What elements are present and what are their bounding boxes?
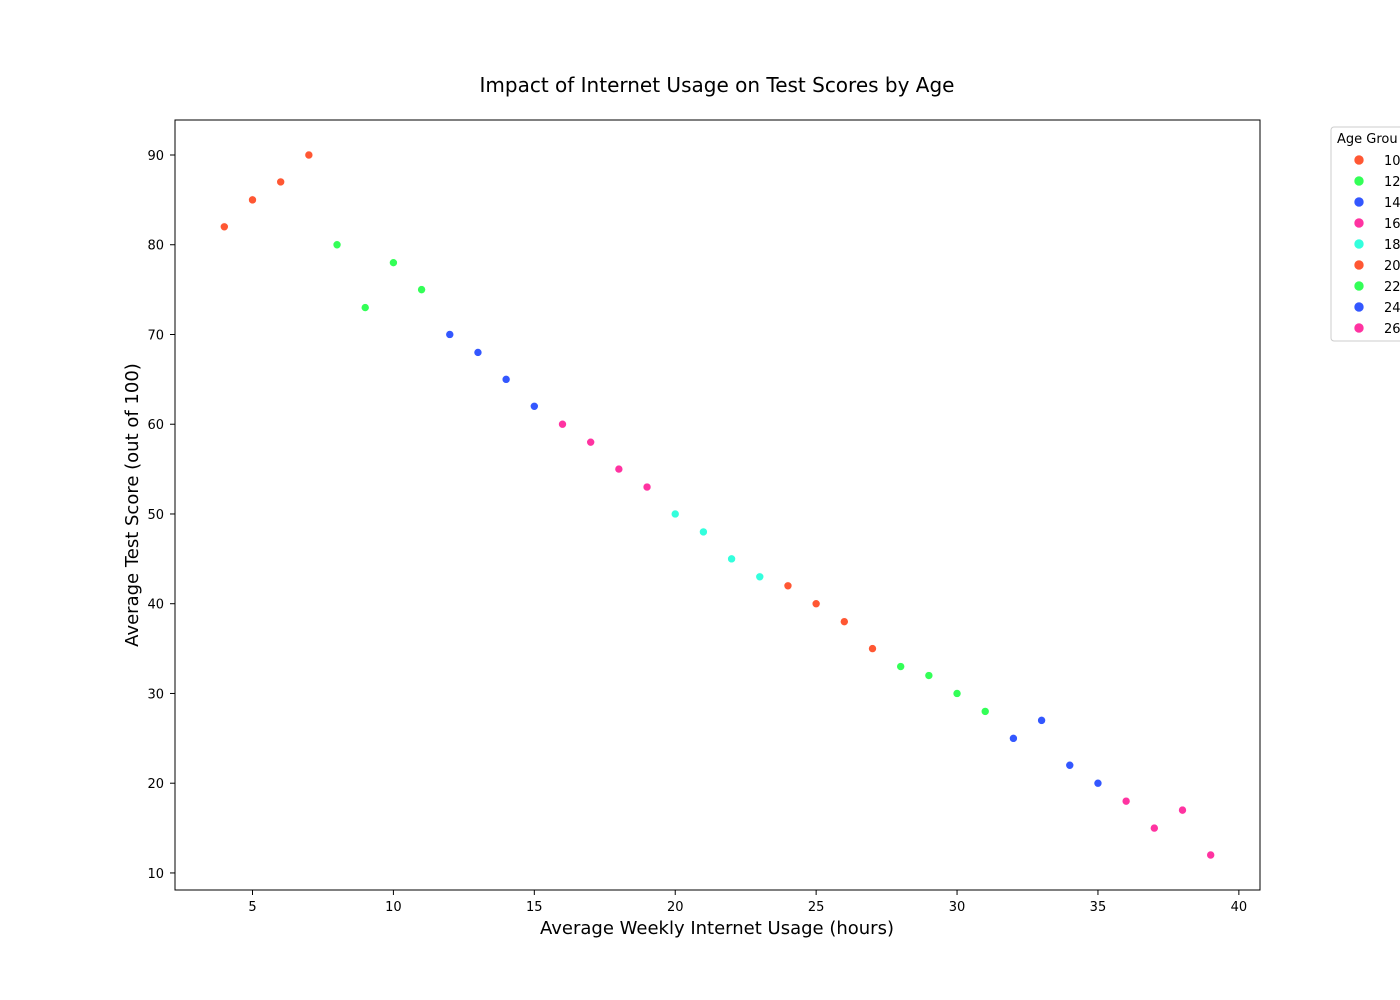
y-tick-label: 60 (147, 418, 164, 433)
legend-label-20: 20 (1384, 259, 1400, 274)
y-tick-label: 50 (147, 508, 164, 523)
chart-title: Impact of Internet Usage on Test Scores … (480, 73, 955, 97)
data-point-age-18 (699, 527, 708, 537)
data-point-age-20 (840, 617, 849, 626)
y-axis: 10 20 30 40 50 60 70 80 90 (147, 149, 175, 882)
data-point-age-16 (558, 419, 567, 429)
data-point-age-16 (642, 482, 652, 492)
legend-box (1330, 126, 1400, 342)
data-point-age-26 (1121, 796, 1131, 806)
data-point-age-14 (530, 401, 539, 411)
x-axis: 5 10 15 20 25 30 35 40 (248, 890, 1247, 915)
data-point-age-24 (1065, 760, 1075, 770)
legend-marker-26 (1353, 322, 1365, 334)
data-point-age-14 (445, 330, 455, 339)
x-tick-label: 10 (385, 900, 402, 915)
data-point-age-12 (360, 303, 370, 312)
legend-marker-24 (1353, 301, 1365, 313)
y-tick-label: 20 (147, 777, 164, 792)
legend-label-24: 24 (1384, 301, 1400, 316)
legend-marker-20 (1353, 259, 1365, 271)
data-point-age-16 (614, 464, 624, 474)
legend-label-26: 26 (1384, 322, 1400, 337)
legend-marker-12 (1353, 175, 1365, 187)
data-point-age-22 (952, 689, 962, 698)
legend-label-10: 10 (1384, 154, 1400, 169)
y-tick-label: 40 (147, 598, 164, 613)
data-point-age-12 (417, 285, 426, 294)
data-point-age-12 (332, 240, 342, 250)
legend-label-14: 14 (1384, 196, 1400, 211)
legend-marker-14 (1353, 196, 1365, 208)
data-point-age-18 (727, 554, 736, 564)
legend-marker-18 (1353, 238, 1365, 250)
data-point-age-14 (501, 375, 511, 384)
y-tick-label: 70 (147, 328, 164, 343)
y-tick-label: 90 (147, 149, 164, 164)
data-point-age-22 (896, 662, 905, 671)
x-tick-label: 20 (667, 900, 684, 915)
legend-marker-22 (1353, 280, 1365, 292)
data-point-age-18 (755, 572, 765, 582)
data-point-age-10 (220, 222, 229, 232)
data-point-age-26 (1206, 850, 1215, 860)
data-point-age-20 (783, 581, 793, 591)
legend-label-16: 16 (1384, 217, 1400, 232)
data-point-age-26 (1178, 805, 1187, 815)
legend-marker-16 (1353, 217, 1365, 229)
legend-title: Age Grou (1337, 132, 1398, 147)
data-point-age-22 (980, 707, 990, 716)
data-point-age-24 (1009, 734, 1018, 743)
x-axis-label: Average Weekly Internet Usage (hours) (540, 918, 894, 939)
legend: Age Grou 10 12 14 16 18 20 22 24 26 (1330, 126, 1400, 342)
data-point-age-10 (276, 177, 285, 187)
data-point-age-20 (868, 644, 877, 653)
y-tick-label: 10 (147, 867, 164, 882)
data-point-age-20 (811, 599, 821, 609)
data-point-age-18 (670, 509, 680, 519)
data-point-age-22 (924, 671, 934, 680)
y-tick-label: 80 (147, 239, 164, 254)
data-point-age-14 (473, 348, 483, 357)
x-tick-label: 15 (526, 900, 543, 915)
x-tick-label: 35 (1090, 900, 1107, 915)
x-tick-label: 40 (1231, 900, 1248, 915)
legend-marker-10 (1353, 154, 1365, 166)
data-point-age-12 (389, 258, 398, 267)
plot-area (174, 119, 1261, 891)
data-points (220, 150, 1215, 860)
data-point-age-10 (304, 150, 314, 160)
legend-label-22: 22 (1384, 280, 1400, 295)
data-point-age-24 (1093, 778, 1103, 788)
data-point-age-24 (1037, 716, 1046, 725)
y-tick-label: 30 (147, 687, 164, 702)
legend-label-12: 12 (1384, 175, 1400, 190)
x-tick-label: 25 (808, 900, 825, 915)
data-point-age-16 (586, 437, 595, 447)
x-tick-label: 5 (248, 900, 256, 915)
legend-label-18: 18 (1384, 238, 1400, 253)
data-point-age-26 (1150, 823, 1159, 833)
y-axis-label: Average Test Score (out of 100) (122, 363, 143, 647)
x-tick-label: 30 (949, 900, 966, 915)
data-point-age-10 (248, 195, 257, 205)
